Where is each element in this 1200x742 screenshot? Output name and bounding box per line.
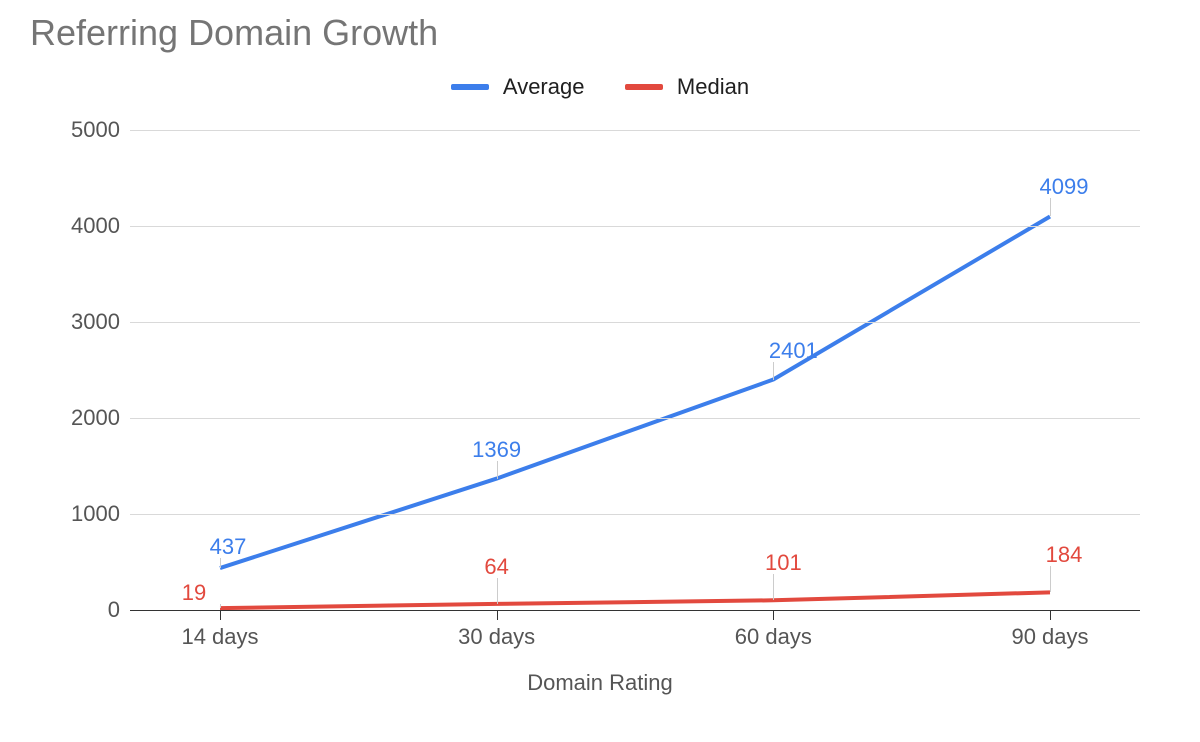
legend-swatch-median <box>625 84 663 90</box>
data-label: 101 <box>765 550 802 576</box>
legend-item-median: Median <box>625 74 749 100</box>
x-tick-mark <box>773 610 774 620</box>
data-label: 437 <box>210 534 247 560</box>
lines-svg <box>130 130 1140 610</box>
legend-label-average: Average <box>503 74 585 100</box>
label-leader <box>497 578 498 604</box>
x-tick-label: 60 days <box>735 624 812 650</box>
data-label: 184 <box>1046 542 1083 568</box>
gridline <box>130 418 1140 419</box>
legend: Average Median <box>0 74 1200 100</box>
label-leader <box>1050 198 1051 216</box>
gridline <box>130 226 1140 227</box>
y-tick-label: 5000 <box>60 117 120 143</box>
data-label: 19 <box>182 580 206 606</box>
y-tick-label: 4000 <box>60 213 120 239</box>
x-axis-line <box>130 610 1140 611</box>
label-leader <box>220 604 221 608</box>
x-tick-mark <box>1050 610 1051 620</box>
x-tick-label: 90 days <box>1011 624 1088 650</box>
y-tick-label: 1000 <box>60 501 120 527</box>
data-label: 64 <box>484 554 508 580</box>
label-leader <box>773 362 774 380</box>
chart-container: Referring Domain Growth Average Median 4… <box>0 0 1200 742</box>
gridline <box>130 130 1140 131</box>
data-label: 2401 <box>769 338 818 364</box>
x-axis-title: Domain Rating <box>0 670 1200 696</box>
label-leader <box>497 461 498 479</box>
label-leader <box>773 574 774 600</box>
data-label: 4099 <box>1040 174 1089 200</box>
x-tick-label: 30 days <box>458 624 535 650</box>
series-line <box>220 592 1050 608</box>
label-leader <box>1050 566 1051 592</box>
x-tick-mark <box>220 610 221 620</box>
legend-swatch-average <box>451 84 489 90</box>
y-tick-label: 0 <box>60 597 120 623</box>
gridline <box>130 322 1140 323</box>
y-tick-label: 2000 <box>60 405 120 431</box>
y-tick-label: 3000 <box>60 309 120 335</box>
x-tick-mark <box>497 610 498 620</box>
legend-item-average: Average <box>451 74 585 100</box>
chart-title: Referring Domain Growth <box>30 12 438 54</box>
legend-label-median: Median <box>677 74 749 100</box>
series-line <box>220 216 1050 568</box>
x-tick-label: 14 days <box>181 624 258 650</box>
plot-area: 437 1369 2401 4099 19 64 101 184 <box>130 130 1140 610</box>
gridline <box>130 514 1140 515</box>
data-label: 1369 <box>472 437 521 463</box>
